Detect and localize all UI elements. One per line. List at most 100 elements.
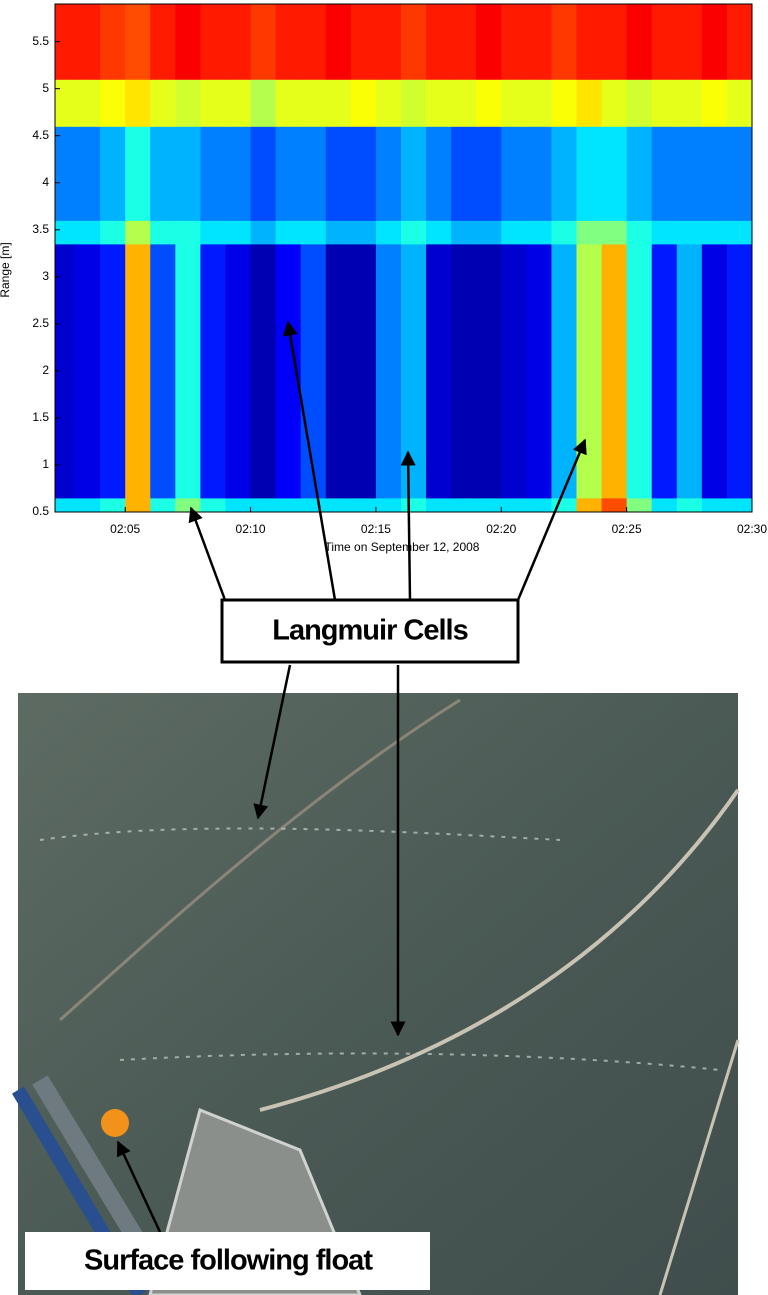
heatmap-cell: [300, 4, 327, 80]
heatmap-cell: [576, 243, 603, 499]
heatmap-cell: [150, 243, 176, 499]
heatmap-cell: [601, 79, 628, 127]
heatmap-cell: [551, 220, 577, 245]
heatmap-cell: [325, 497, 352, 513]
heatmap-cell: [200, 243, 226, 499]
heatmap-cell: [275, 79, 302, 127]
heatmap-cell: [250, 79, 277, 127]
heatmap-cell: [400, 79, 427, 127]
heatmap-cell: [676, 126, 703, 221]
heatmap-cell: [601, 243, 628, 499]
x-axis-label: Time on September 12, 2008: [325, 540, 480, 554]
y-tick-label: 2.5: [32, 316, 49, 330]
heatmap-cell: [626, 497, 653, 513]
heatmap-cell: [601, 4, 628, 80]
heatmap-cell: [651, 79, 678, 127]
heatmap-cell: [375, 126, 402, 221]
x-tick-label: 02:30: [737, 522, 767, 536]
heatmap-cell: [726, 497, 753, 513]
heatmap-cell: [701, 4, 728, 80]
heatmap-cell: [576, 126, 603, 221]
heatmap-cell: [551, 243, 577, 499]
heatmap-cell: [75, 220, 101, 245]
heatmap-cell: [576, 4, 603, 80]
heatmap-cell: [125, 4, 151, 80]
x-tick-label: 02:20: [486, 522, 516, 536]
heatmap-cell: [150, 220, 176, 245]
heatmap-cell: [350, 79, 377, 127]
heatmap-cell: [275, 220, 302, 245]
heatmap-cell: [551, 497, 577, 513]
heatmap-cell: [225, 497, 252, 513]
heatmap-cell: [125, 243, 151, 499]
heatmap-cell: [501, 220, 527, 245]
heatmap-cell: [125, 126, 151, 221]
heatmap-cell: [200, 497, 226, 513]
y-tick-label: 5: [42, 81, 49, 95]
heatmap-cell: [576, 220, 603, 245]
heatmap-cell: [651, 220, 678, 245]
heatmap-cell: [451, 220, 477, 245]
heatmap-cell: [55, 126, 76, 221]
y-tick-label: 1.5: [32, 410, 49, 424]
annotation-box: [220, 598, 520, 664]
heatmap-cell: [451, 243, 477, 499]
heatmap-cell: [400, 220, 427, 245]
heatmap-cell: [225, 79, 252, 127]
heatmap-cell: [526, 243, 552, 499]
heatmap-cell: [501, 4, 527, 80]
heatmap-cell: [426, 243, 452, 499]
y-tick-label: 5.5: [32, 34, 49, 48]
heatmap-cell: [225, 4, 252, 80]
x-tick-label: 02:15: [361, 522, 391, 536]
heatmap-cell: [275, 497, 302, 513]
photo: [11, 693, 740, 1295]
heatmap-cell: [250, 126, 277, 221]
heatmap-cell: [476, 126, 502, 221]
heatmap-cell: [325, 126, 352, 221]
heatmap-cell: [200, 79, 226, 127]
heatmap-cell: [125, 220, 151, 245]
heatmap-cell: [476, 497, 502, 513]
heatmap-cell: [200, 126, 226, 221]
heatmap-cell: [726, 79, 753, 127]
heatmap-cell: [476, 4, 502, 80]
heatmap-cell: [175, 4, 201, 80]
heatmap-cell: [676, 79, 703, 127]
heatmap-cell: [526, 4, 552, 80]
y-tick-label: 3: [42, 269, 49, 283]
heatmap-cell: [150, 4, 176, 80]
heatmap-cell: [626, 243, 653, 499]
heatmap-cell: [350, 243, 377, 499]
heatmap-cell: [350, 497, 377, 513]
heatmap-cell: [551, 4, 577, 80]
heatmap-cell: [651, 126, 678, 221]
arrows: [116, 320, 587, 1233]
heatmap-cell: [601, 126, 628, 221]
heatmap-cell: [701, 126, 728, 221]
heatmap-cell: [526, 220, 552, 245]
heatmap-cell: [300, 497, 327, 513]
x-tick-label: 02:05: [110, 522, 140, 536]
heatmap-cell: [300, 220, 327, 245]
x-tick-label: 02:10: [236, 522, 266, 536]
heatmap-cell: [426, 79, 452, 127]
heatmap-cell: [100, 243, 126, 499]
heatmap-cell: [75, 4, 101, 80]
heatmap-cell: [400, 126, 427, 221]
heatmap-cell: [55, 79, 76, 127]
heatmap-cell: [400, 243, 427, 499]
heatmap-cell: [701, 79, 728, 127]
heatmap-cell: [175, 497, 201, 513]
heatmap-cell: [476, 243, 502, 499]
heatmap-cell: [501, 79, 527, 127]
heatmap-cell: [426, 497, 452, 513]
heatmap-cell: [300, 243, 327, 499]
heatmap-cell: [325, 243, 352, 499]
heatmap-cell: [726, 243, 753, 499]
heatmap-cell: [75, 79, 101, 127]
heatmap-cell: [250, 4, 277, 80]
heatmap-cell: [451, 79, 477, 127]
heatmap-cell: [75, 497, 101, 513]
